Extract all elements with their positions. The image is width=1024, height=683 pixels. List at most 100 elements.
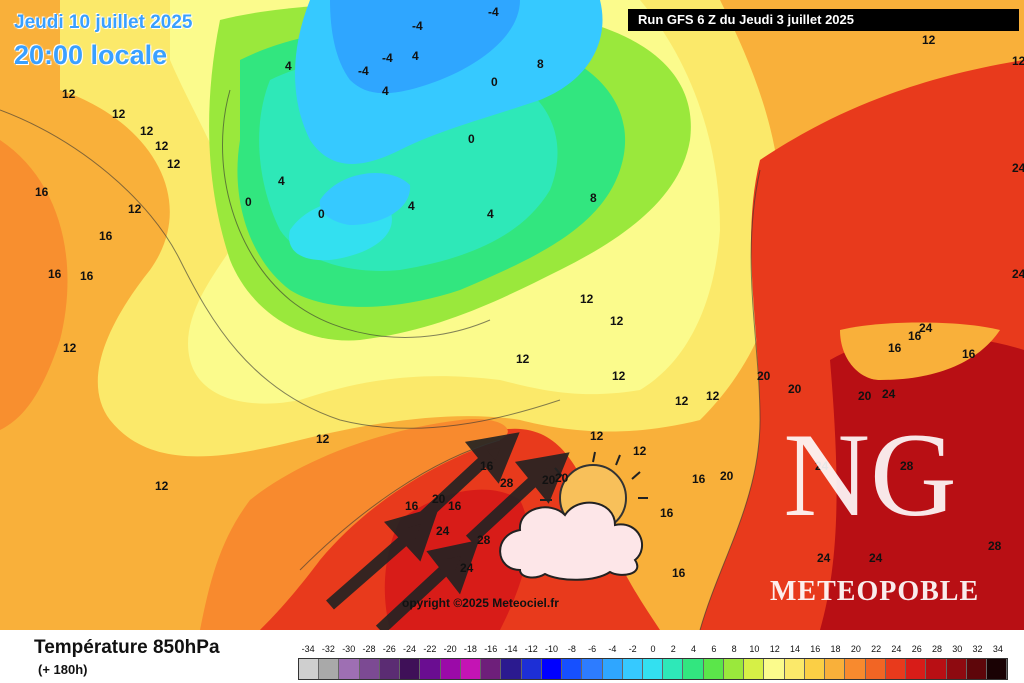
temperature-label: 24	[1012, 267, 1024, 281]
temperature-label: 4	[278, 174, 285, 188]
scale-label: 16	[810, 644, 821, 654]
temperature-label: 16	[99, 229, 113, 243]
scale-swatch	[986, 659, 1008, 679]
scale-label: -20	[443, 644, 457, 654]
temperature-label: 0	[491, 75, 498, 89]
scale-swatch	[804, 659, 826, 679]
scale-label: -32	[321, 644, 335, 654]
temperature-label: 16	[888, 341, 902, 355]
arrow-4-head	[514, 452, 570, 504]
temperature-label: -4	[412, 19, 423, 33]
temperature-label: 20	[757, 369, 771, 383]
temperature-label: 20	[858, 389, 872, 403]
scale-swatch	[723, 659, 745, 679]
scale-label: -34	[301, 644, 315, 654]
temperature-label: 12	[128, 202, 142, 216]
temperature-label: 4	[408, 199, 415, 213]
brand-logo: NG	[783, 408, 956, 535]
temperature-label: 0	[318, 207, 325, 221]
scale-label: 22	[871, 644, 882, 654]
temperature-label: 0	[245, 195, 252, 209]
scale-swatch	[825, 659, 846, 679]
temperature-label: 12	[63, 341, 77, 355]
temperature-label: 12	[590, 429, 604, 443]
temperature-label: 4	[412, 49, 419, 63]
scale-label: 18	[830, 644, 841, 654]
scale-swatch	[622, 659, 643, 679]
temperature-label: 4	[487, 207, 494, 221]
scale-label: 24	[891, 644, 902, 654]
scale-swatch	[885, 659, 907, 679]
scale-label: -14	[504, 644, 518, 654]
temperature-label: 20	[542, 473, 556, 487]
temperature-label: 16	[480, 459, 494, 473]
zone-hot-east-inner	[820, 336, 1024, 630]
temperature-label: 16	[672, 566, 686, 580]
temperature-label: 12	[706, 389, 720, 403]
temperature-label: 20	[788, 382, 802, 396]
scale-label: 8	[731, 644, 737, 654]
temperature-label: 20	[720, 469, 734, 483]
cloud	[499, 501, 644, 581]
temperature-label: 0	[468, 132, 475, 146]
scale-labels: -34 -32 -30 -28 -26 -24 -22 -20 -18 -16 -14 -12 -10-…	[296, 644, 1008, 658]
scale-label: 14	[789, 644, 800, 654]
temperature-label: 24	[1012, 161, 1024, 175]
copyright-text: opyright ©2025 Meteociel.fr	[402, 596, 559, 610]
scale-label: -6	[588, 644, 597, 654]
wind-arrows	[326, 432, 570, 630]
arrow-4	[465, 470, 545, 545]
scale-swatch	[926, 659, 947, 679]
brand-initials: NG	[783, 408, 956, 535]
scale-swatch	[865, 659, 886, 679]
temperature-label: 24	[882, 387, 896, 401]
scale-label: 26	[911, 644, 922, 654]
temperature-label: 24	[817, 551, 831, 565]
temperature-label: 12	[167, 157, 181, 171]
temperature-label: 20	[555, 471, 569, 485]
scale-label: 0	[650, 644, 656, 654]
temperature-label: 16	[35, 185, 49, 199]
scale-swatch	[379, 659, 401, 679]
scale-label: -8	[567, 644, 576, 654]
temperature-label: 12	[580, 292, 594, 306]
scale-swatch	[703, 659, 724, 679]
run-banner: Run GFS 6 Z du Jeudi 3 juillet 2025	[628, 9, 1019, 31]
temperature-label: 16	[692, 472, 706, 486]
temperature-label: 16	[908, 329, 922, 343]
scale-swatch	[683, 659, 704, 679]
temperature-label: 28	[900, 459, 914, 473]
temperature-label: 28	[477, 533, 491, 547]
temperature-label: -4	[358, 64, 369, 78]
temperature-label: 24	[919, 321, 933, 335]
temperature-label: 12	[610, 314, 624, 328]
zone-blue	[330, 0, 520, 94]
arrow-2	[375, 560, 455, 630]
temperature-label: 24	[460, 561, 474, 575]
temperature-label: 16	[660, 506, 674, 520]
scale-label: -26	[382, 644, 396, 654]
temperature-label: 4	[285, 59, 292, 73]
scale-swatch	[339, 659, 360, 679]
arrow-3	[415, 450, 495, 525]
legend-title: Température 850hPa	[34, 637, 220, 658]
scale-swatch	[440, 659, 461, 679]
scale-label: 12	[769, 644, 780, 654]
scale-swatch	[501, 659, 522, 679]
scale-swatch	[359, 659, 380, 679]
scale-swatch	[946, 659, 967, 679]
scale-label: 20	[850, 644, 861, 654]
temperature-label: 28	[500, 476, 514, 490]
scale-swatch	[845, 659, 866, 679]
temperature-label: 12	[155, 139, 169, 153]
color-scale	[298, 658, 1008, 680]
temperature-label: 12	[112, 107, 126, 121]
scale-label: -22	[423, 644, 437, 654]
scale-label: -2	[628, 644, 637, 654]
forecast-date: Jeudi 10 juillet 2025	[14, 12, 193, 33]
scale-label: 4	[691, 644, 697, 654]
arrow-1-head	[383, 506, 440, 562]
scale-label: 28	[931, 644, 942, 654]
scale-swatch	[784, 659, 805, 679]
